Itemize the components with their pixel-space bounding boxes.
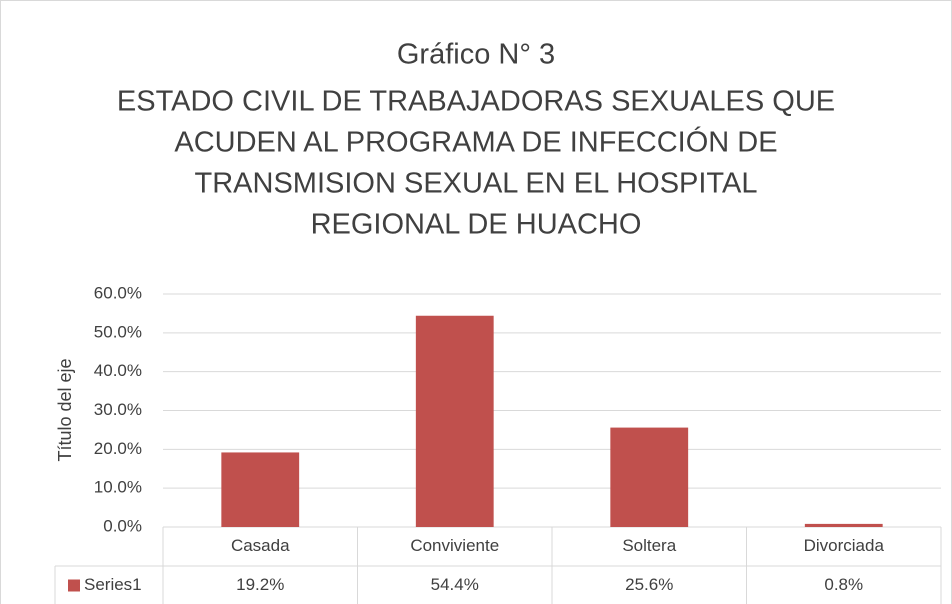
legend-key: [68, 579, 80, 592]
bar: [415, 315, 494, 527]
data-label: 19.2%: [236, 575, 284, 594]
chart-subtitle: ACUDEN AL PROGRAMA DE INFECCIÓN DE: [174, 126, 777, 159]
y-axis-title: Título del eje: [55, 358, 75, 461]
x-tick-label: Casada: [231, 536, 290, 555]
y-tick-label: 60.0%: [94, 283, 142, 302]
x-tick-label: Divorciada: [804, 536, 885, 555]
chart-subtitle: ESTADO CIVIL DE TRABAJADORAS SEXUALES QU…: [117, 86, 835, 118]
legend-label: Series1: [84, 575, 142, 594]
data-label: 0.8%: [824, 575, 863, 594]
x-tick-label: Conviviente: [410, 536, 499, 555]
y-tick-label: 50.0%: [94, 322, 142, 341]
x-tick-label: Soltera: [622, 536, 676, 555]
chart-title: Gráfico N° 3: [397, 39, 555, 71]
bar: [610, 427, 689, 527]
chart-subtitle: REGIONAL DE HUACHO: [311, 209, 642, 241]
chart-subtitle: TRANSMISION SEXUAL EN EL HOSPITAL: [195, 168, 758, 200]
data-label: 25.6%: [625, 575, 673, 594]
y-tick-label: 0.0%: [103, 516, 142, 535]
bar: [221, 452, 300, 527]
y-tick-label: 40.0%: [94, 361, 142, 380]
y-tick-label: 20.0%: [94, 439, 142, 458]
bar: [804, 523, 883, 527]
y-tick-label: 30.0%: [94, 400, 142, 419]
y-tick-label: 10.0%: [94, 478, 142, 497]
data-label: 54.4%: [431, 575, 479, 594]
